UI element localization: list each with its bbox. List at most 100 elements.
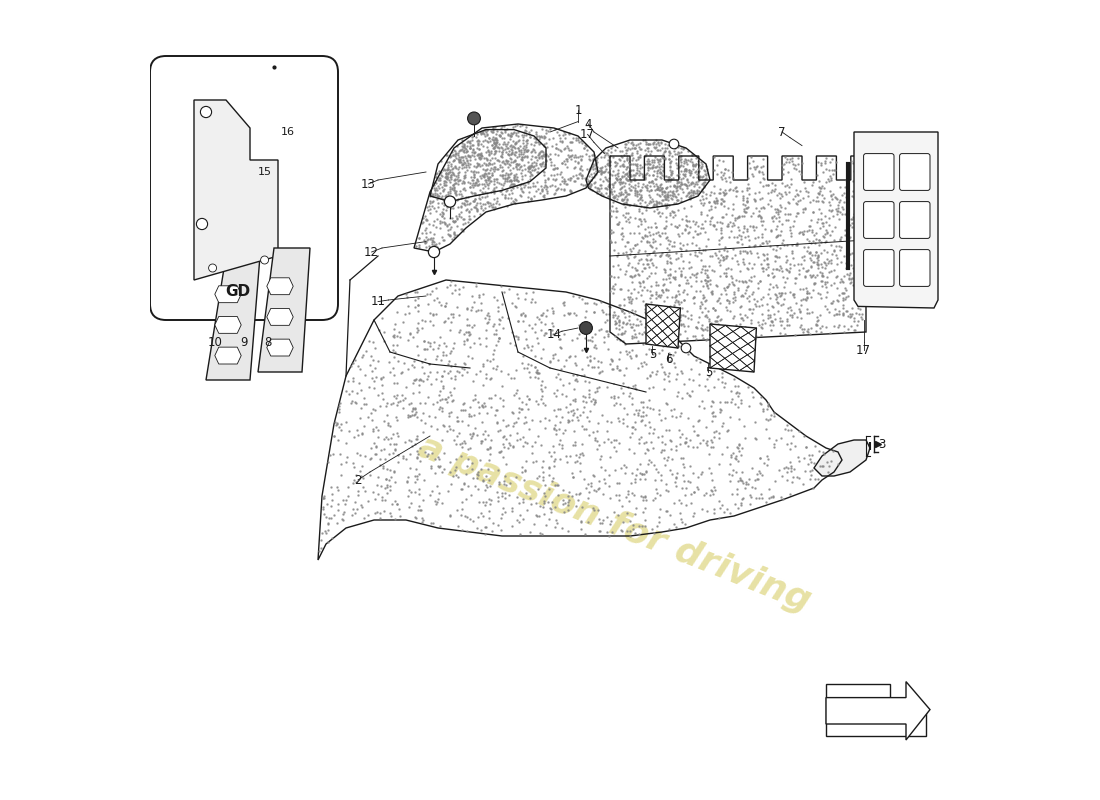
Point xyxy=(473,462,491,475)
Point xyxy=(521,166,539,178)
Point xyxy=(422,234,440,247)
Point xyxy=(810,314,827,326)
Point xyxy=(664,271,682,284)
Point xyxy=(532,184,550,197)
Point xyxy=(436,194,453,207)
Point xyxy=(437,163,454,176)
Point xyxy=(491,317,508,330)
Point xyxy=(480,166,497,179)
Point xyxy=(606,278,624,290)
Point xyxy=(666,180,683,193)
Point xyxy=(792,299,810,312)
Point xyxy=(458,313,475,326)
Point xyxy=(783,154,801,167)
Point xyxy=(439,358,456,370)
Point xyxy=(367,371,385,384)
Point xyxy=(712,297,729,310)
Point xyxy=(771,314,789,327)
Point xyxy=(720,304,738,317)
Point xyxy=(469,138,486,150)
Point xyxy=(662,188,680,201)
Point xyxy=(844,302,861,314)
Point xyxy=(673,309,691,322)
Point xyxy=(439,168,456,181)
Point xyxy=(625,488,642,501)
Point xyxy=(430,460,448,473)
FancyBboxPatch shape xyxy=(900,154,930,190)
Point xyxy=(654,278,672,291)
Point xyxy=(653,184,671,197)
Point xyxy=(671,438,689,450)
Point xyxy=(772,200,790,213)
Point xyxy=(480,132,497,145)
Point xyxy=(452,188,470,201)
Point xyxy=(634,396,651,409)
Point xyxy=(598,510,616,523)
Point xyxy=(645,169,662,182)
Point xyxy=(663,150,681,162)
Point xyxy=(482,146,499,159)
Point xyxy=(854,298,871,310)
Point xyxy=(672,318,690,330)
Point xyxy=(705,426,723,438)
Point xyxy=(650,138,668,151)
Point xyxy=(444,470,462,482)
Point xyxy=(767,263,784,276)
Point xyxy=(502,174,519,187)
Point xyxy=(478,145,496,158)
Point xyxy=(754,492,771,505)
Point xyxy=(528,454,546,467)
Point xyxy=(821,266,838,278)
Point xyxy=(471,142,488,155)
Point xyxy=(477,323,495,336)
Point xyxy=(345,496,363,509)
Point xyxy=(820,211,837,224)
Point xyxy=(786,158,804,171)
Point xyxy=(625,518,642,531)
Point xyxy=(406,510,424,523)
Point xyxy=(761,278,779,290)
Point xyxy=(473,398,491,411)
Point xyxy=(799,290,816,303)
Point xyxy=(719,183,737,196)
Point xyxy=(766,438,783,450)
Point xyxy=(330,399,348,412)
Point xyxy=(496,142,514,155)
Point xyxy=(389,502,407,515)
Point xyxy=(477,368,495,381)
Point xyxy=(636,490,653,502)
Point xyxy=(444,226,462,239)
Point xyxy=(739,171,757,184)
Point xyxy=(446,181,463,194)
Point xyxy=(838,290,856,303)
Point xyxy=(703,264,720,277)
Point xyxy=(585,434,603,446)
Point xyxy=(704,488,722,501)
Point xyxy=(385,323,403,336)
Point xyxy=(584,154,602,166)
Point xyxy=(810,258,827,270)
Point xyxy=(447,172,464,185)
Point xyxy=(355,392,373,405)
Point xyxy=(437,167,454,180)
Point xyxy=(532,151,550,164)
Point xyxy=(416,342,433,355)
Point xyxy=(679,347,696,360)
Point xyxy=(676,222,694,235)
Point xyxy=(583,167,601,180)
Point xyxy=(494,146,512,158)
Point xyxy=(564,404,582,417)
Point xyxy=(507,136,525,149)
Point xyxy=(586,175,604,188)
Point xyxy=(830,194,848,206)
Point xyxy=(477,164,495,177)
Point xyxy=(820,204,837,217)
Point xyxy=(421,207,439,220)
Point xyxy=(437,170,454,183)
Point xyxy=(471,454,488,466)
Point xyxy=(752,292,770,305)
Point xyxy=(568,134,585,146)
Point xyxy=(644,366,661,379)
Point xyxy=(674,172,692,185)
Point xyxy=(793,156,811,169)
